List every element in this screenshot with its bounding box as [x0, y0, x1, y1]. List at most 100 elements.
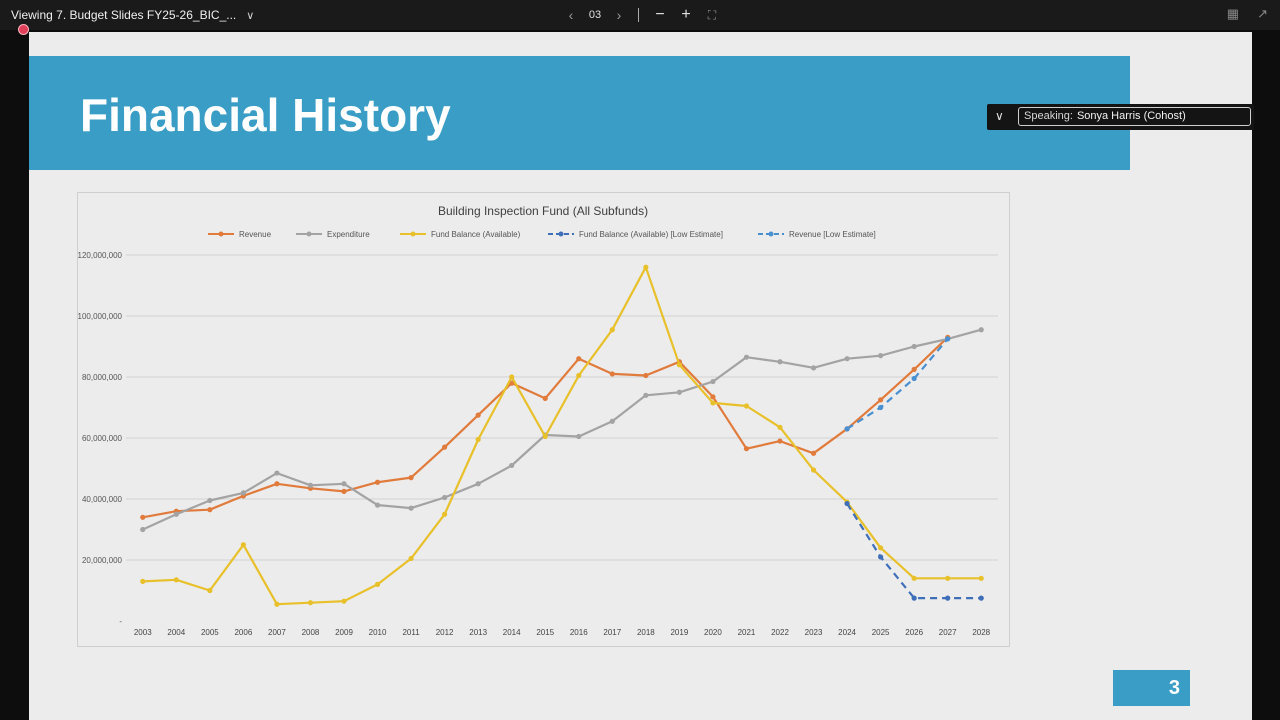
- toolbar-divider: [638, 8, 639, 22]
- data-point: [945, 575, 951, 581]
- plus-icon[interactable]: +: [681, 6, 691, 23]
- data-point: [911, 595, 917, 601]
- grid-view-icon[interactable]: ▦: [1226, 6, 1240, 21]
- legend-marker: [306, 231, 312, 237]
- chevron-left-icon[interactable]: ‹: [568, 7, 574, 23]
- series-1: [140, 327, 984, 533]
- data-point: [509, 462, 515, 469]
- data-point: [777, 438, 783, 444]
- legend-marker: [218, 231, 224, 237]
- page-navigator: ‹ 03 › − + ⛶: [560, 6, 725, 24]
- presentation-slide: Financial History Building Inspection Fu…: [29, 32, 1252, 720]
- x-tick-label: 2017: [603, 628, 621, 637]
- legend-marker: [768, 231, 774, 237]
- chevron-down-icon[interactable]: ∨: [995, 109, 1004, 123]
- chart-title: Building Inspection Fund (All Subfunds): [438, 204, 648, 218]
- x-tick-label: 2011: [402, 628, 420, 637]
- line-chart: Building Inspection Fund (All Subfunds) …: [78, 204, 998, 637]
- y-tick-label: 100,000,000: [78, 312, 123, 321]
- data-point: [945, 336, 951, 342]
- x-tick-label: 2028: [972, 628, 990, 637]
- data-point: [878, 554, 884, 560]
- chart-grid: [126, 254, 998, 561]
- legend-marker: [410, 231, 416, 237]
- x-tick-label: 2007: [268, 628, 286, 637]
- data-point: [140, 514, 146, 520]
- minus-icon[interactable]: −: [655, 6, 665, 23]
- legend-marker: [558, 231, 564, 237]
- data-point: [945, 595, 951, 601]
- legend-label: Expenditure: [327, 230, 370, 239]
- data-point: [509, 380, 515, 386]
- data-point: [408, 505, 414, 511]
- data-point: [274, 470, 280, 476]
- y-tick-label: -: [119, 617, 122, 626]
- data-point: [341, 488, 347, 494]
- data-point: [911, 575, 917, 581]
- chevron-right-icon[interactable]: ›: [616, 7, 622, 23]
- x-tick-label: 2012: [436, 628, 454, 637]
- data-point: [710, 378, 716, 385]
- viewer-toolbar: Viewing 7. Budget Slides FY25-26_BIC_...…: [0, 0, 1280, 30]
- x-tick-label: 2014: [503, 628, 521, 637]
- data-point: [710, 394, 716, 400]
- data-point: [609, 371, 615, 377]
- data-point: [475, 481, 481, 487]
- data-point: [643, 392, 649, 398]
- data-point: [408, 475, 414, 481]
- speaking-label: Speaking:: [1024, 110, 1073, 122]
- x-tick-label: 2026: [905, 628, 923, 637]
- data-point: [475, 436, 481, 443]
- title-banner: [29, 56, 1130, 170]
- data-point: [844, 500, 850, 507]
- data-point: [911, 343, 917, 350]
- data-point: [643, 264, 649, 270]
- y-tick-label: 60,000,000: [82, 434, 123, 443]
- viewing-dropdown[interactable]: Viewing 7. Budget Slides FY25-26_BIC_...…: [11, 8, 254, 22]
- legend-label: Fund Balance (Available): [431, 230, 521, 239]
- data-point: [341, 481, 347, 487]
- data-point: [978, 575, 984, 581]
- data-point: [911, 375, 917, 382]
- series-0: [140, 334, 951, 520]
- data-point: [676, 389, 682, 395]
- legend-label: Revenue: [239, 230, 272, 239]
- x-tick-label: 2022: [771, 628, 789, 637]
- data-point: [307, 482, 314, 488]
- data-point: [878, 404, 884, 411]
- data-point: [844, 356, 850, 362]
- data-point: [542, 395, 548, 401]
- data-point: [810, 450, 817, 456]
- chart-legend: Revenue Expenditure Fund Balance (Availabl…: [208, 230, 876, 239]
- y-tick-label: 20,000,000: [82, 556, 123, 565]
- x-tick-label: 2015: [536, 628, 554, 637]
- fit-screen-icon[interactable]: ⛶: [707, 7, 717, 22]
- data-point: [374, 581, 381, 587]
- x-tick-label: 2008: [302, 628, 320, 637]
- data-point: [576, 372, 582, 379]
- data-point: [777, 424, 783, 430]
- x-tick-label: 2016: [570, 628, 588, 637]
- data-point: [442, 511, 448, 517]
- slide-title: Financial History: [80, 89, 451, 141]
- x-tick-label: 2005: [201, 628, 219, 637]
- chart-series: [140, 264, 984, 607]
- x-tick-label: 2021: [738, 628, 756, 637]
- x-tick-label: 2010: [369, 628, 387, 637]
- data-point: [442, 444, 448, 450]
- page-number-indicator[interactable]: 03: [588, 9, 602, 21]
- pop-out-icon[interactable]: ↗: [1257, 6, 1268, 21]
- data-point: [140, 526, 146, 533]
- x-tick-label: 2004: [167, 628, 185, 637]
- data-point: [911, 366, 917, 372]
- data-point: [274, 481, 280, 487]
- data-point: [207, 587, 213, 594]
- series-line: [846, 503, 982, 600]
- x-tick-label: 2013: [469, 628, 487, 637]
- series-line: [846, 338, 949, 430]
- data-point: [710, 400, 716, 406]
- data-point: [844, 426, 850, 432]
- data-point: [240, 542, 246, 548]
- data-point: [307, 600, 314, 606]
- data-point: [576, 433, 582, 440]
